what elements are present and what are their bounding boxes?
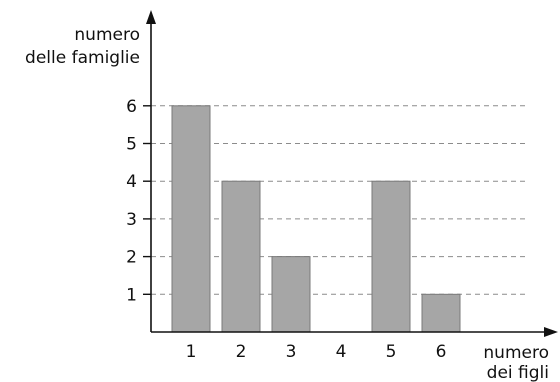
y-tick-label-4: 4 [126, 172, 137, 192]
bar-1 [171, 105, 211, 333]
axes [146, 10, 558, 337]
y-axis-arrowhead [146, 10, 156, 24]
y-tick-label-1: 1 [126, 285, 137, 305]
bar-5 [371, 180, 411, 333]
axis-titles: numero delle famiglie numero dei figli [25, 25, 549, 382]
x-tick-label-1: 1 [186, 342, 197, 362]
x-tick-label-4: 4 [336, 342, 347, 362]
x-tick-label-3: 3 [286, 342, 297, 362]
y-axis-title-line-1: numero [74, 25, 140, 45]
bar-3 [271, 256, 311, 333]
x-axis-arrowhead [544, 327, 558, 337]
bars [171, 105, 461, 333]
y-tick-label-2: 2 [126, 248, 137, 268]
x-axis-title-line-2: dei figli [487, 363, 549, 382]
y-tick-label-3: 3 [126, 210, 137, 230]
y-tick-label-5: 5 [126, 135, 137, 155]
ticks: 1 2 3 4 5 6 1 2 3 4 5 6 [126, 97, 446, 362]
x-tick-label-6: 6 [436, 342, 447, 362]
y-axis-title-line-2: delle famiglie [25, 48, 140, 68]
x-tick-label-5: 5 [386, 342, 397, 362]
x-tick-label-2: 2 [236, 342, 247, 362]
y-tick-label-6: 6 [126, 97, 137, 117]
bar-6 [421, 293, 461, 333]
bar-2 [221, 180, 261, 333]
x-axis-title-line-1: numero [483, 343, 549, 363]
